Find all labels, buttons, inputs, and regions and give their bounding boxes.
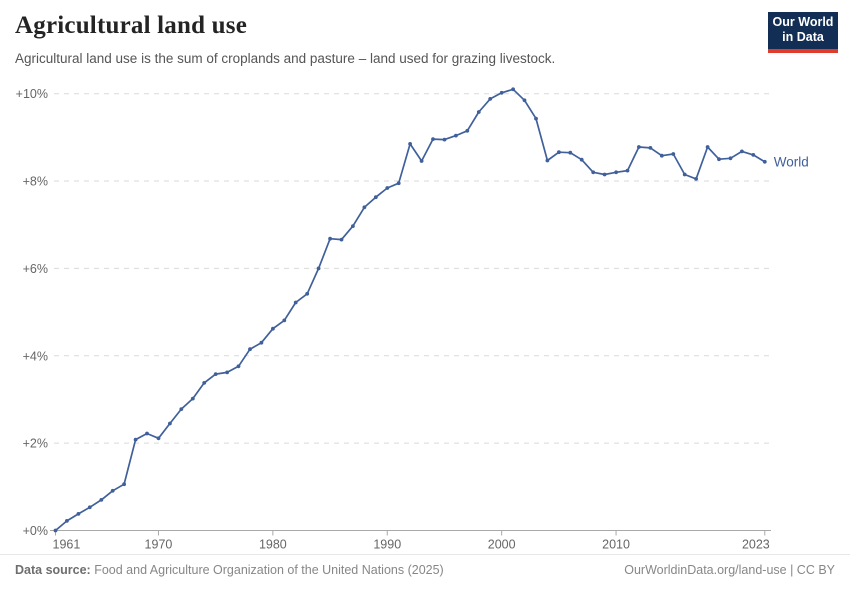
data-point-marker[interactable]	[740, 149, 744, 154]
page-title: Agricultural land use	[15, 12, 247, 39]
y-tick-label: +8%	[23, 175, 48, 189]
data-point-marker[interactable]	[534, 116, 538, 121]
data-point-marker[interactable]	[168, 421, 172, 426]
data-point-marker[interactable]	[53, 528, 58, 533]
y-tick-label: +0%	[23, 524, 48, 538]
data-point-marker[interactable]	[76, 512, 81, 516]
data-point-marker[interactable]	[213, 372, 218, 376]
data-point-marker[interactable]	[156, 436, 161, 441]
y-tick-label: +4%	[23, 349, 48, 363]
data-point-marker[interactable]	[259, 340, 264, 345]
data-point-marker[interactable]	[751, 153, 756, 157]
y-tick-label: +2%	[23, 437, 48, 451]
data-source-note: Data source: Food and Agriculture Organi…	[15, 563, 444, 577]
data-point-marker[interactable]	[351, 224, 355, 229]
y-tick-label: +6%	[23, 262, 48, 276]
data-point-marker[interactable]	[282, 318, 287, 323]
data-point-marker[interactable]	[271, 326, 275, 331]
data-point-marker[interactable]	[557, 150, 561, 155]
data-source-text: Food and Agriculture Organization of the…	[90, 563, 444, 577]
data-point-marker[interactable]	[248, 347, 252, 352]
data-point-marker[interactable]	[762, 159, 767, 164]
data-point-marker[interactable]	[87, 505, 92, 510]
data-point-marker[interactable]	[99, 498, 104, 502]
data-point-marker[interactable]	[145, 431, 149, 436]
data-point-marker[interactable]	[659, 153, 664, 158]
data-point-marker[interactable]	[133, 437, 138, 442]
data-point-marker[interactable]	[225, 370, 230, 375]
data-point-marker[interactable]	[591, 170, 596, 175]
owid-logo-line2: in Data	[782, 30, 824, 44]
data-point-marker[interactable]	[373, 195, 378, 200]
data-point-marker[interactable]	[717, 157, 721, 162]
data-source-label: Data source:	[15, 563, 91, 577]
x-tick-label: 2000	[488, 538, 516, 552]
x-tick-label: 1970	[145, 538, 173, 552]
data-point-marker[interactable]	[694, 177, 698, 181]
data-point-marker[interactable]	[328, 236, 332, 241]
data-point-marker[interactable]	[568, 150, 573, 155]
data-point-marker[interactable]	[408, 142, 412, 146]
data-point-marker[interactable]	[476, 110, 481, 114]
data-point-marker[interactable]	[65, 519, 69, 523]
data-point-marker[interactable]	[614, 170, 618, 175]
data-point-marker[interactable]	[671, 152, 676, 156]
data-point-marker[interactable]	[705, 145, 710, 149]
data-point-marker[interactable]	[431, 137, 435, 142]
footer-link[interactable]: OurWorldinData.org/land-use | CC BY	[624, 563, 835, 577]
data-point-marker[interactable]	[648, 146, 653, 150]
data-point-marker[interactable]	[488, 97, 493, 101]
data-point-marker[interactable]	[499, 90, 504, 95]
data-point-marker[interactable]	[511, 87, 515, 92]
data-point-marker[interactable]	[545, 158, 550, 163]
data-point-marker[interactable]	[179, 407, 184, 411]
data-point-marker[interactable]	[122, 482, 126, 487]
data-point-marker[interactable]	[110, 488, 115, 493]
data-point-marker[interactable]	[454, 133, 458, 138]
data-point-marker[interactable]	[202, 381, 207, 385]
data-point-marker[interactable]	[293, 300, 298, 305]
data-point-marker[interactable]	[305, 291, 310, 296]
data-point-marker[interactable]	[339, 237, 344, 242]
series-label-world[interactable]: World	[774, 154, 809, 169]
data-point-marker[interactable]	[396, 181, 401, 186]
owid-logo-line1: Our World	[772, 15, 834, 29]
x-tick-label: 2010	[602, 538, 630, 552]
data-point-marker[interactable]	[442, 137, 447, 142]
chart-subtitle: Agricultural land use is the sum of crop…	[15, 51, 556, 66]
x-tick-label: 1990	[373, 538, 401, 552]
data-point-marker[interactable]	[522, 98, 527, 103]
x-tick-label: 2023	[742, 538, 770, 552]
data-point-marker[interactable]	[682, 172, 687, 177]
data-point-marker[interactable]	[579, 157, 584, 162]
x-tick-label: 1961	[53, 538, 81, 552]
y-tick-label: +10%	[16, 87, 48, 101]
owid-logo[interactable]: Our World in Data	[768, 12, 838, 53]
data-point-marker[interactable]	[728, 156, 733, 161]
data-point-marker[interactable]	[602, 172, 607, 177]
data-point-marker[interactable]	[362, 205, 367, 210]
data-point-marker[interactable]	[385, 186, 390, 190]
data-point-marker[interactable]	[236, 364, 241, 369]
data-point-marker[interactable]	[190, 396, 195, 401]
data-point-marker[interactable]	[419, 159, 424, 163]
data-point-marker[interactable]	[625, 168, 630, 173]
world-series-line	[54, 88, 766, 532]
chart-footer: Data source: Food and Agriculture Organi…	[0, 554, 850, 600]
data-point-marker[interactable]	[465, 128, 470, 133]
data-point-marker[interactable]	[637, 145, 641, 149]
x-tick-label: 1980	[259, 538, 287, 552]
data-point-marker[interactable]	[316, 266, 321, 271]
